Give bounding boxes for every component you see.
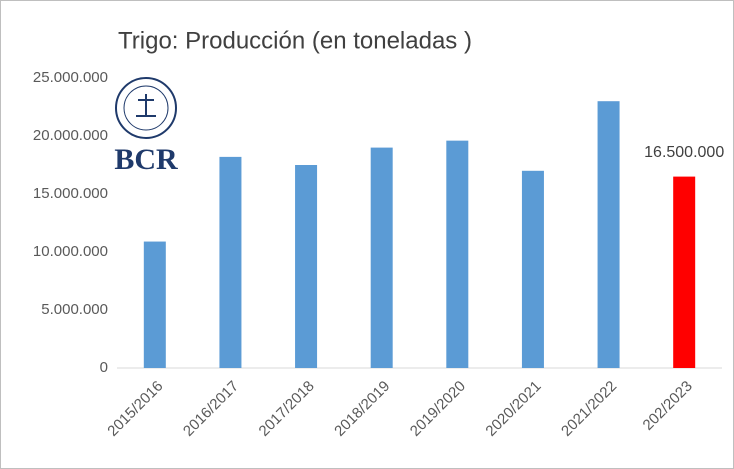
y-tick-label: 20.000.000: [33, 127, 108, 144]
chart-title: Trigo: Producción (en toneladas ): [118, 27, 472, 54]
y-tick-label: 25.000.000: [33, 69, 108, 86]
bar: [597, 101, 620, 368]
bar: [295, 165, 318, 368]
bar: [143, 241, 166, 368]
logo-seal-inner: [123, 85, 169, 131]
bar: [521, 170, 544, 368]
logo-seal: [115, 77, 177, 139]
y-tick-label: 15.000.000: [33, 185, 108, 202]
logo-emblem: [136, 94, 156, 117]
bar: [446, 140, 469, 368]
logo: BCR: [114, 77, 178, 176]
value-label: 16.500.000: [644, 144, 724, 161]
bar: [370, 147, 393, 368]
bar: [673, 176, 696, 368]
bar: [219, 156, 242, 368]
y-tick-label: 0: [100, 359, 108, 376]
y-tick-label: 10.000.000: [33, 243, 108, 260]
logo-text: BCR: [114, 143, 178, 176]
y-tick-label: 5.000.000: [41, 301, 108, 318]
